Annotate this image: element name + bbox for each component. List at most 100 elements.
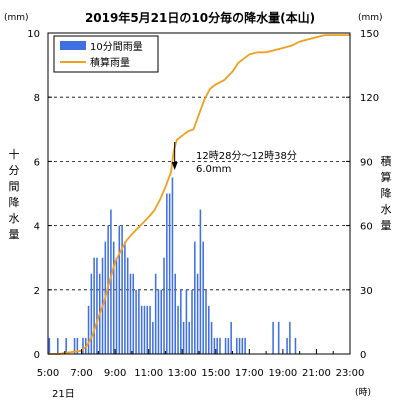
rain-bar [205, 289, 207, 354]
rain-bar [132, 273, 135, 354]
annotation-arrowhead [171, 162, 178, 170]
rain-bar [160, 289, 163, 354]
rain-bar [154, 273, 157, 354]
rain-bar [210, 321, 213, 354]
x-tick-label: 7:00 [70, 368, 92, 379]
rain-bar [166, 193, 168, 354]
rain-bar [202, 241, 204, 354]
rain-bar [82, 337, 84, 354]
x-axis-unit: (時) [355, 387, 371, 398]
rain-bar [286, 337, 288, 354]
gridlines [48, 96, 350, 291]
rain-bar [174, 273, 177, 354]
left-tick-label: 10 [27, 29, 40, 40]
right-axis-title-char: 積 [381, 154, 392, 168]
left-axis-title-char: 水 [9, 212, 20, 225]
left-tick-label: 2 [34, 286, 40, 297]
rain-bar [126, 257, 129, 354]
chart-title: 2019年5月21日の10分毎の降水量(本山) [85, 10, 315, 25]
left-tick-label: 8 [34, 93, 40, 104]
legend-bar-label: 10分間雨量 [90, 41, 143, 53]
rain-bar [135, 289, 137, 354]
x-tick-label: 15:00 [201, 368, 230, 379]
rain-bar [244, 337, 246, 354]
rain-bar [149, 305, 151, 354]
rain-bar [272, 321, 274, 354]
rain-bar [157, 289, 160, 354]
right-tick-label: 0 [360, 350, 366, 361]
rain-bar [146, 305, 149, 354]
rain-bar [121, 225, 123, 354]
rain-bar [138, 289, 140, 354]
rain-bar [185, 289, 188, 354]
legend-line-label: 積算雨量 [90, 56, 130, 69]
rain-bar [112, 241, 115, 354]
rain-bar [238, 337, 241, 354]
plot-area-frame [47, 32, 351, 355]
axis-labels: 0 2 4 6 8 10 0 30 60 90 120 150 5:00 7:00 9:00 11:00 13:… [9, 29, 392, 379]
left-axis-title-char: 分 [9, 164, 20, 177]
right-tick-label: 60 [360, 222, 373, 233]
left-axis-title-char: 量 [9, 228, 20, 241]
rain-bar [168, 193, 171, 354]
legend: 10分間雨量 積算雨量 [53, 35, 159, 73]
x-tick-label: 5:00 [37, 368, 59, 379]
rain-bar [110, 209, 112, 354]
right-tick-label: 120 [360, 93, 379, 104]
x-tick-label: 13:00 [168, 368, 197, 379]
x-tick-label: 11:00 [134, 368, 163, 379]
right-axis-unit: (mm) [358, 13, 383, 23]
left-axis-title-char: 十 [9, 147, 20, 161]
x-tick-label: 19:00 [268, 368, 297, 379]
left-tick-label: 0 [34, 350, 40, 361]
rain-bar [199, 209, 202, 354]
rain-bar [277, 321, 280, 354]
rain-bar [194, 241, 196, 354]
left-tick-label: 4 [34, 222, 40, 233]
rain-bar [65, 337, 67, 354]
annotation-line-2: 6.0mm [196, 164, 231, 175]
left-tick-label: 6 [34, 157, 40, 168]
date-label: 21日 [52, 389, 75, 400]
bar-series [48, 177, 297, 354]
rain-bar [188, 321, 190, 354]
rain-bar [182, 321, 185, 354]
right-axis-title-char: 降 [381, 186, 392, 200]
rain-bar [140, 305, 143, 354]
rain-bar [143, 305, 146, 354]
rain-bar [118, 225, 121, 354]
rain-bar [76, 337, 79, 354]
legend-bar-swatch [60, 41, 86, 50]
rain-bar [289, 321, 291, 354]
cumulative-line [48, 34, 350, 355]
x-tick-label: 9:00 [104, 368, 126, 379]
rain-bar [208, 305, 210, 354]
rain-bar [180, 289, 182, 354]
right-tick-label: 150 [360, 29, 379, 40]
rain-bar [90, 273, 93, 354]
rain-bar [87, 305, 90, 354]
left-axis-unit: (mm) [4, 13, 29, 23]
rain-bar [196, 273, 199, 354]
right-axis-title-char: 水 [381, 203, 392, 216]
line-series [48, 34, 350, 355]
right-tick-label: 30 [360, 286, 373, 297]
rain-bar [163, 257, 165, 354]
rain-bar [230, 321, 232, 354]
x-tick-label: 23:00 [336, 368, 365, 379]
right-axis-title-char: 算 [381, 170, 392, 184]
left-axis-title-char: 間 [9, 180, 20, 193]
x-tick-label: 21:00 [302, 368, 331, 379]
annotation-line-1: 12時28分～12時38分 [196, 150, 297, 162]
rain-bar [48, 337, 51, 354]
x-tick-label: 17:00 [235, 368, 264, 379]
axis-ticks [47, 32, 351, 355]
left-axis-title-char: 降 [9, 195, 20, 209]
peak-annotation: 12時28分～12時38分 6.0mm [171, 142, 297, 175]
rain-bar [191, 289, 193, 354]
rain-bar [219, 337, 221, 354]
rain-bar [216, 337, 218, 354]
rain-bar [73, 337, 76, 354]
right-tick-label: 90 [360, 157, 373, 168]
